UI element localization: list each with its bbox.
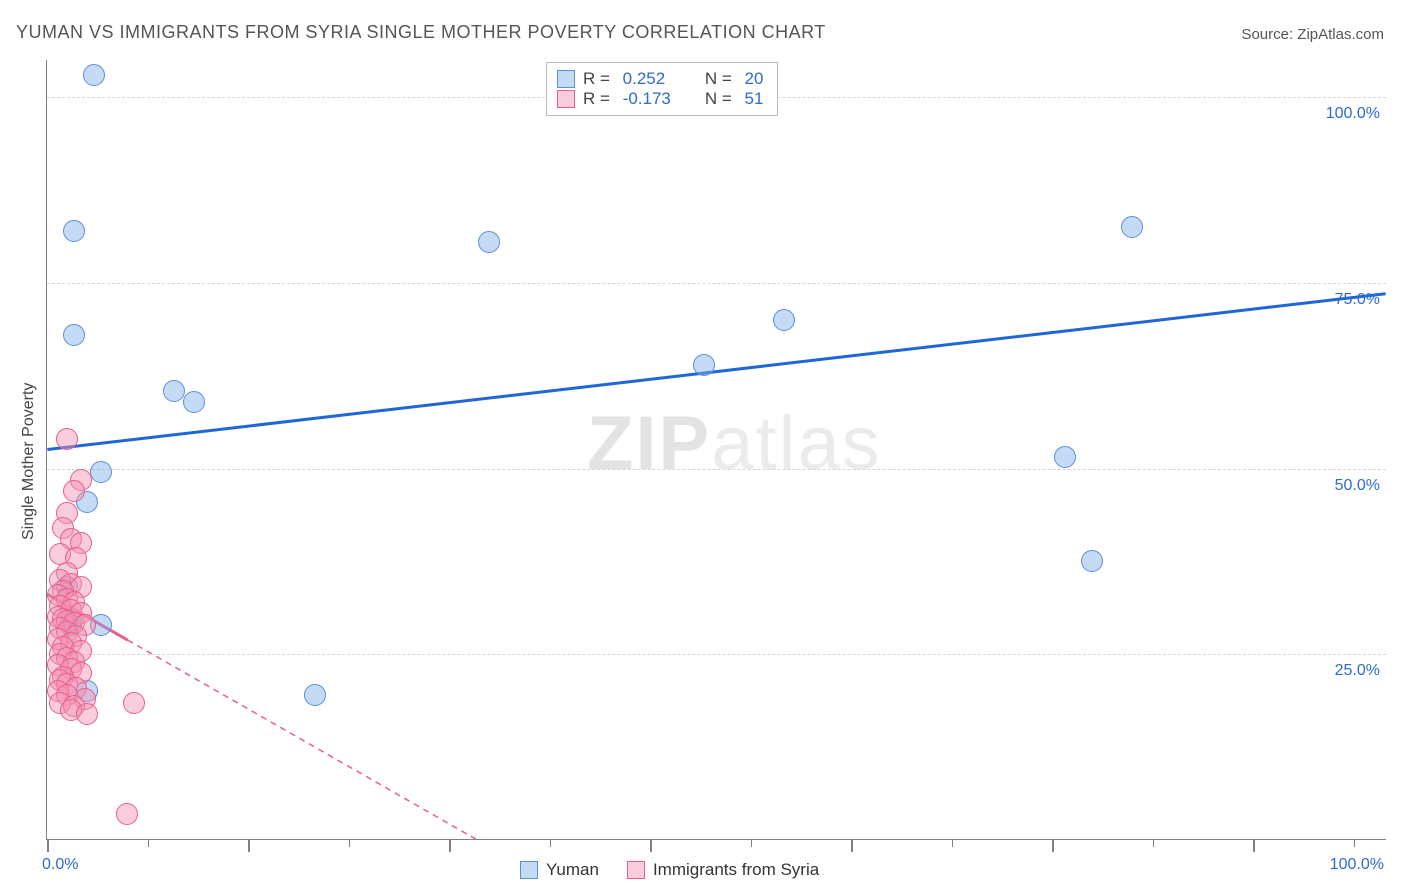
watermark: ZIPatlas — [587, 400, 882, 487]
watermark-rest: atlas — [711, 401, 882, 486]
swatch-yuman — [557, 70, 575, 88]
data-point-yuman — [773, 309, 795, 331]
trend-lines — [47, 60, 1386, 839]
swatch-syria — [557, 90, 575, 108]
data-point-syria — [63, 480, 85, 502]
gridline — [47, 654, 1386, 655]
y-tick-label: 75.0% — [1335, 291, 1380, 309]
data-point-yuman — [183, 391, 205, 413]
gridline — [47, 283, 1386, 284]
x-tick — [952, 840, 954, 847]
x-tick — [349, 840, 351, 847]
data-point-yuman — [478, 231, 500, 253]
x-tick-label: 0.0% — [42, 856, 78, 874]
data-point-yuman — [1121, 216, 1143, 238]
n-value-yuman: 20 — [744, 69, 763, 89]
n-value-syria: 51 — [744, 89, 763, 109]
legend-label-syria: Immigrants from Syria — [653, 860, 819, 880]
data-point-syria — [56, 428, 78, 450]
data-point-yuman — [304, 684, 326, 706]
legend-swatch-yuman — [520, 861, 538, 879]
data-point-syria — [76, 703, 98, 725]
legend-item-syria: Immigrants from Syria — [627, 860, 819, 880]
x-tick — [550, 840, 552, 847]
chart-container: YUMAN VS IMMIGRANTS FROM SYRIA SINGLE MO… — [0, 0, 1406, 892]
x-tick — [751, 840, 753, 847]
correlation-legend: R = 0.252 N = 20R = -0.173 N = 51 — [546, 62, 778, 116]
legend-label-yuman: Yuman — [546, 860, 599, 880]
chart-title: YUMAN VS IMMIGRANTS FROM SYRIA SINGLE MO… — [16, 22, 826, 43]
x-tick — [148, 840, 150, 847]
n-label: N = — [691, 89, 737, 109]
trendline-syria-extrap — [128, 640, 476, 839]
r-value-yuman: 0.252 — [623, 69, 683, 89]
legend-item-yuman: Yuman — [520, 860, 599, 880]
plot-area: ZIPatlas — [46, 60, 1386, 840]
y-tick-label: 50.0% — [1335, 477, 1380, 495]
x-tick — [1052, 840, 1054, 852]
r-label: R = — [583, 89, 615, 109]
data-point-syria — [116, 803, 138, 825]
x-tick — [449, 840, 451, 852]
data-point-yuman — [163, 380, 185, 402]
corr-row-syria: R = -0.173 N = 51 — [557, 89, 763, 109]
data-point-yuman — [83, 64, 105, 86]
x-tick — [47, 840, 49, 852]
source-label: Source: ZipAtlas.com — [1241, 26, 1384, 43]
x-tick — [1153, 840, 1155, 847]
y-axis-title: Single Mother Poverty — [20, 383, 38, 540]
data-point-yuman — [63, 324, 85, 346]
y-tick-label: 100.0% — [1326, 105, 1380, 123]
watermark-bold: ZIP — [587, 401, 711, 486]
data-point-syria — [123, 692, 145, 714]
x-tick — [248, 840, 250, 852]
legend-swatch-syria — [627, 861, 645, 879]
x-tick-label: 100.0% — [1330, 856, 1384, 874]
series-legend: Yuman Immigrants from Syria — [520, 860, 819, 880]
x-tick — [1354, 840, 1356, 847]
data-point-yuman — [63, 220, 85, 242]
r-label: R = — [583, 69, 615, 89]
n-label: N = — [691, 69, 737, 89]
corr-row-yuman: R = 0.252 N = 20 — [557, 69, 763, 89]
x-tick — [1253, 840, 1255, 852]
r-value-syria: -0.173 — [623, 89, 683, 109]
data-point-yuman — [693, 354, 715, 376]
trendline-yuman — [47, 294, 1385, 450]
x-tick — [650, 840, 652, 852]
y-tick-label: 25.0% — [1335, 662, 1380, 680]
data-point-yuman — [1054, 446, 1076, 468]
gridline — [47, 469, 1386, 470]
x-tick — [851, 840, 853, 852]
data-point-yuman — [90, 461, 112, 483]
data-point-yuman — [1081, 550, 1103, 572]
